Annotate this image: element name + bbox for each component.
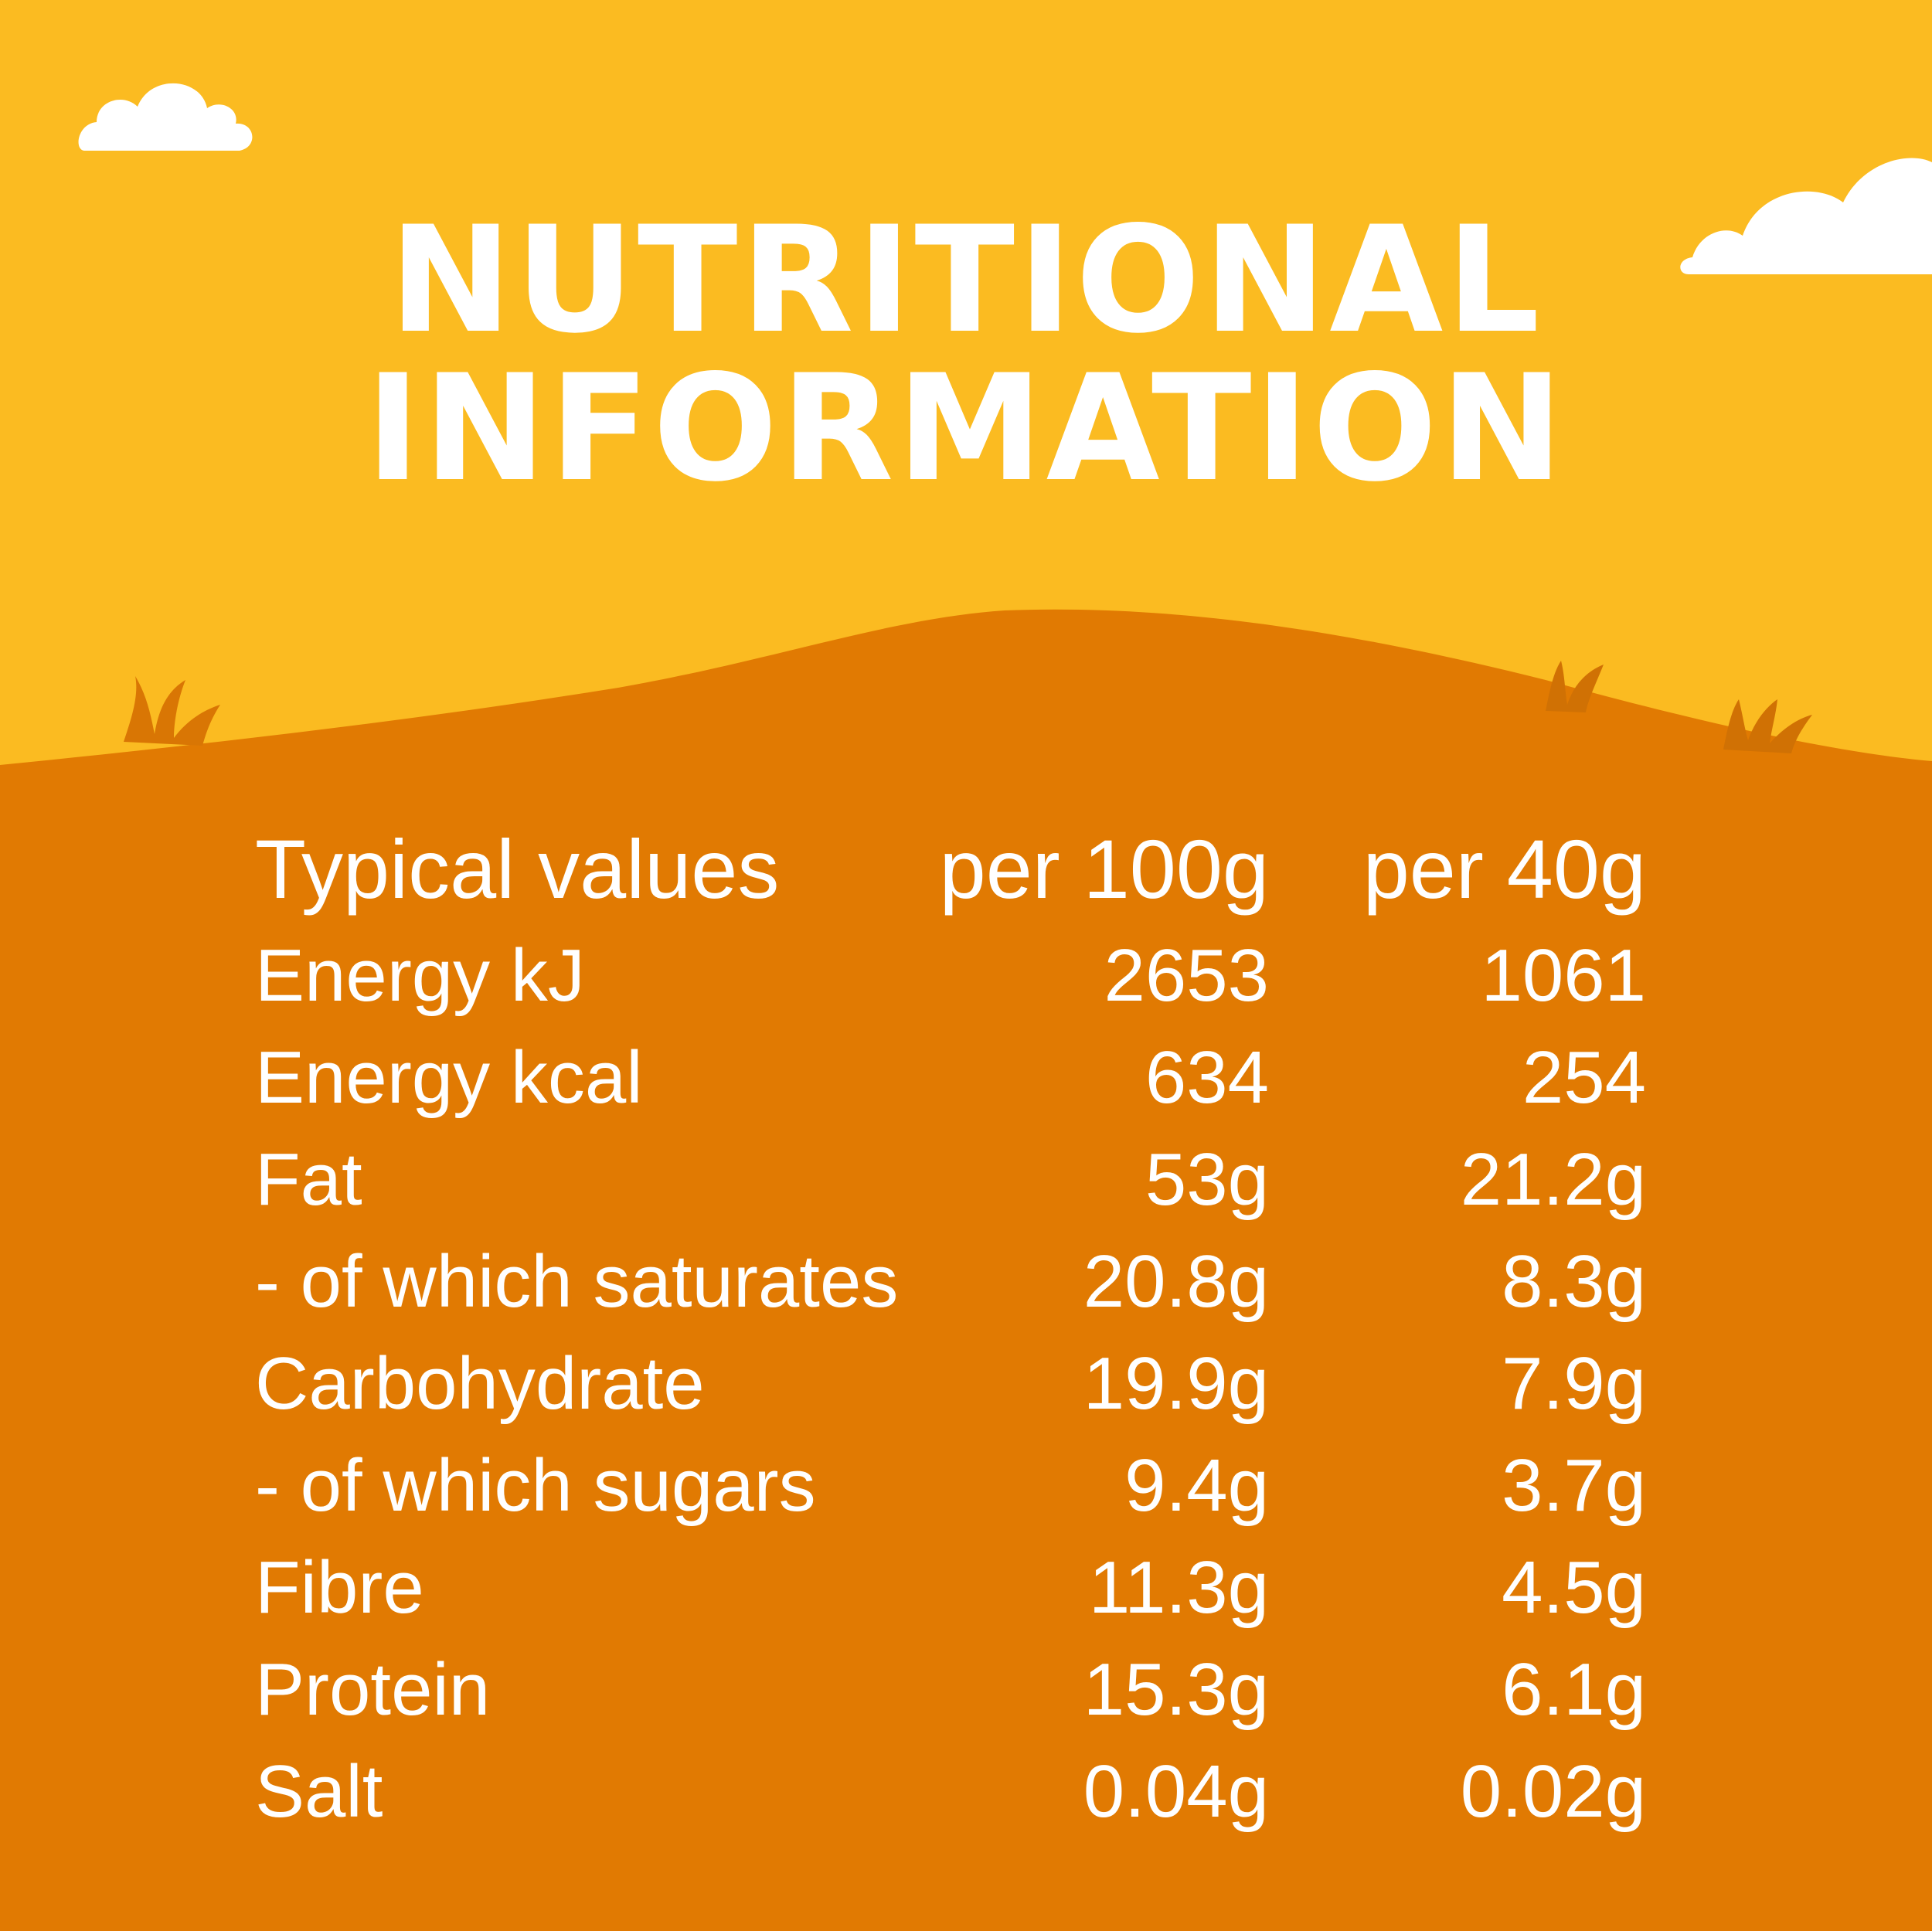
title-line-2: INFORMATION bbox=[366, 343, 1566, 514]
row-label: - of which sugars bbox=[255, 1444, 816, 1527]
header-per-40g: per 40g bbox=[1362, 822, 1646, 916]
table-row: Protein 15.3g 6.1g bbox=[255, 1645, 1646, 1747]
hill-background bbox=[0, 609, 1932, 1931]
table-row: Fat 53g 21.2g bbox=[255, 1135, 1646, 1237]
row-label: Protein bbox=[255, 1648, 491, 1731]
row-per-100g: 11.3g bbox=[1088, 1546, 1269, 1629]
table-row: - of which sugars 9.4g 3.7g bbox=[255, 1441, 1646, 1543]
row-label: Carbohydrate bbox=[255, 1342, 705, 1425]
table-row: Energy kJ 2653 1061 bbox=[255, 931, 1646, 1033]
table-row: Salt 0.04g 0.02g bbox=[255, 1747, 1646, 1849]
title-line-1: NUTRITIONAL bbox=[389, 195, 1543, 365]
table-row: Carbohydrate 19.9g 7.9g bbox=[255, 1339, 1646, 1441]
row-per-100g: 20.8g bbox=[1083, 1240, 1269, 1323]
row-label: Fat bbox=[255, 1138, 362, 1221]
cloud-right-icon bbox=[1680, 158, 1932, 274]
header-typical-values: Typical values bbox=[255, 822, 780, 916]
row-per-40g: 4.5g bbox=[1502, 1546, 1646, 1629]
row-per-100g: 53g bbox=[1145, 1138, 1269, 1221]
nutrition-table: Typical values per 100g per 40g Energy k… bbox=[255, 819, 1646, 1849]
row-per-40g: 254 bbox=[1522, 1036, 1646, 1119]
table-row: Energy kcal 634 254 bbox=[255, 1033, 1646, 1135]
row-per-100g: 9.4g bbox=[1124, 1444, 1269, 1527]
row-per-40g: 21.2g bbox=[1460, 1138, 1646, 1221]
table-row: Fibre 11.3g 4.5g bbox=[255, 1543, 1646, 1645]
row-label: - of which saturates bbox=[255, 1240, 899, 1323]
row-per-100g: 15.3g bbox=[1083, 1648, 1269, 1731]
row-per-100g: 0.04g bbox=[1083, 1750, 1269, 1833]
row-label: Fibre bbox=[255, 1546, 424, 1629]
row-per-100g: 634 bbox=[1145, 1036, 1269, 1119]
row-per-40g: 7.9g bbox=[1502, 1342, 1646, 1425]
row-label: Energy kJ bbox=[255, 934, 585, 1017]
header-per-100g: per 100g bbox=[939, 822, 1269, 916]
table-header-row: Typical values per 100g per 40g bbox=[255, 819, 1646, 931]
row-per-40g: 6.1g bbox=[1502, 1648, 1646, 1731]
table-row: - of which saturates 20.8g 8.3g bbox=[255, 1237, 1646, 1339]
row-label: Salt bbox=[255, 1750, 383, 1833]
row-per-100g: 19.9g bbox=[1083, 1342, 1269, 1425]
grass-tuft-mid-icon bbox=[1546, 661, 1604, 712]
grass-tuft-left-icon bbox=[124, 676, 220, 746]
row-per-40g: 8.3g bbox=[1502, 1240, 1646, 1323]
row-label: Energy kcal bbox=[255, 1036, 643, 1119]
row-per-40g: 0.02g bbox=[1460, 1750, 1646, 1833]
row-per-40g: 1061 bbox=[1481, 934, 1646, 1017]
cloud-left-icon bbox=[78, 83, 253, 151]
row-per-40g: 3.7g bbox=[1502, 1444, 1646, 1527]
row-per-100g: 2653 bbox=[1104, 934, 1269, 1017]
grass-tuft-right-icon bbox=[1723, 699, 1812, 753]
